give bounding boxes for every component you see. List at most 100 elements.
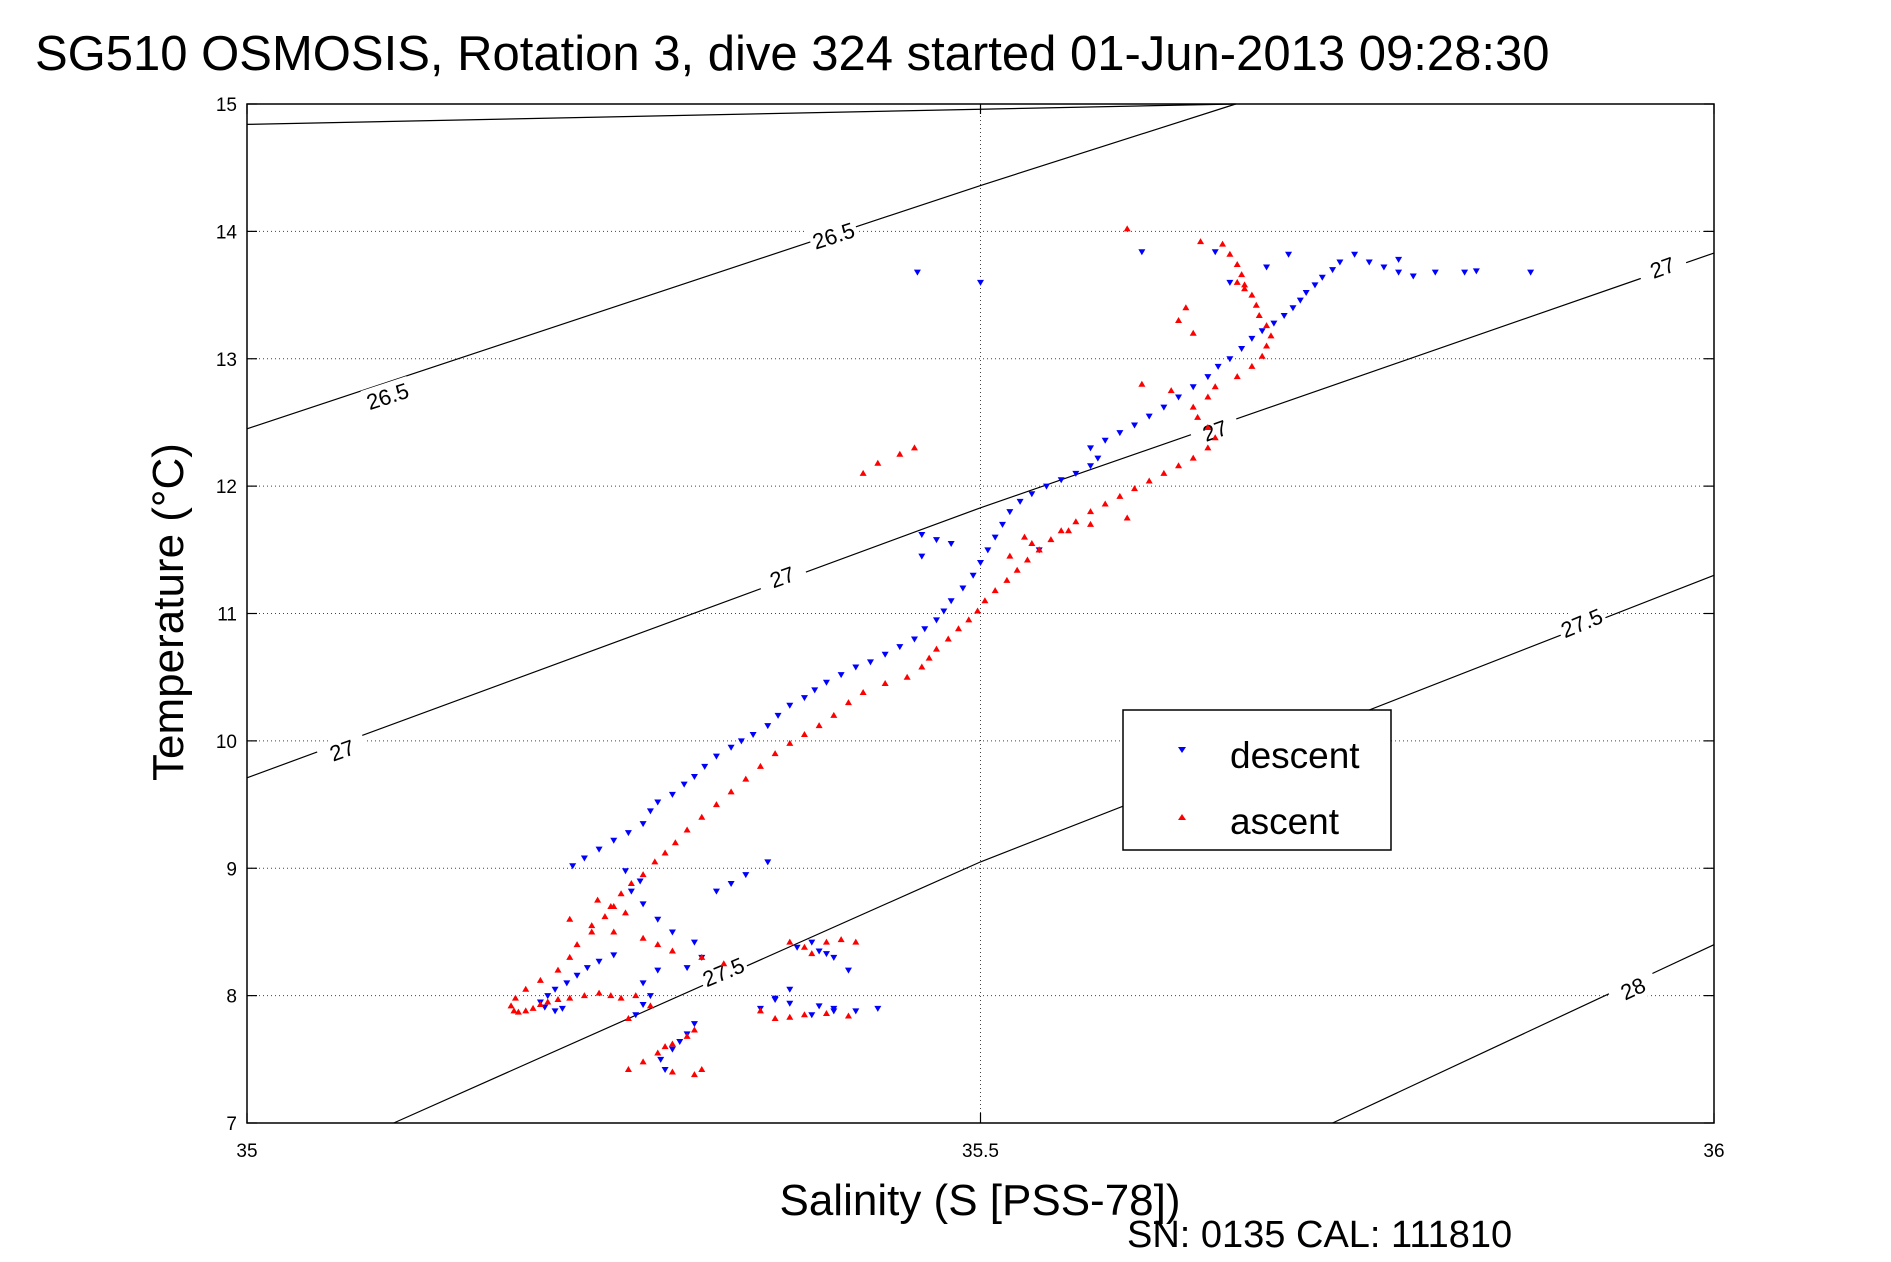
data-point-descent — [793, 944, 801, 951]
data-point-ascent — [800, 943, 808, 950]
data-point-ascent — [1258, 352, 1266, 359]
data-point-ascent — [1189, 329, 1197, 336]
x-axis-label: Salinity (S [PSS-78]) — [779, 1176, 1180, 1225]
data-point-descent — [639, 821, 647, 828]
data-point-descent — [1263, 264, 1271, 271]
data-point-descent — [701, 763, 709, 770]
data-point-descent — [771, 996, 779, 1003]
data-point-ascent — [1204, 424, 1212, 431]
data-point-ascent — [510, 1007, 518, 1014]
data-point-ascent — [1006, 552, 1014, 559]
data-point-ascent — [522, 1007, 530, 1014]
data-point-descent — [1461, 269, 1469, 276]
data-point-ascent — [944, 635, 952, 642]
legend-label-ascent: ascent — [1230, 801, 1340, 842]
data-point-descent — [657, 1056, 665, 1063]
data-point-ascent — [771, 750, 779, 757]
data-point-descent — [569, 863, 577, 870]
data-point-ascent — [932, 645, 940, 652]
data-point-ascent — [1160, 469, 1168, 476]
data-point-descent — [1329, 267, 1337, 274]
data-point-ascent — [965, 616, 973, 623]
data-point-descent — [910, 636, 918, 643]
data-point-descent — [1072, 470, 1080, 477]
data-point-ascent — [925, 654, 933, 661]
data-point-descent — [668, 929, 676, 936]
data-point-ascent — [1189, 403, 1197, 410]
data-point-descent — [621, 868, 629, 875]
data-point-descent — [1057, 477, 1065, 484]
data-point-ascent — [830, 711, 838, 718]
data-point-ascent — [1211, 383, 1219, 390]
data-point-ascent — [1035, 546, 1043, 553]
data-point-ascent — [1021, 533, 1029, 540]
data-point-ascent — [1116, 492, 1124, 499]
data-point-descent — [977, 560, 984, 567]
data-point-ascent — [698, 813, 706, 820]
data-point-descent — [624, 830, 632, 837]
data-point-ascent — [607, 992, 615, 999]
data-point-descent — [668, 791, 676, 798]
data-point-ascent — [632, 992, 640, 999]
data-point-ascent — [974, 607, 982, 614]
contour-label-bg — [755, 556, 810, 598]
data-point-ascent — [661, 1043, 669, 1050]
data-point-descent — [712, 888, 720, 895]
data-point-ascent — [1072, 518, 1080, 525]
data-point-descent — [727, 881, 735, 888]
legend: descent ascent — [1122, 709, 1392, 851]
data-point-ascent — [1101, 500, 1109, 507]
data-point-ascent — [1248, 291, 1256, 298]
data-point-descent — [786, 1000, 794, 1007]
data-point-ascent — [601, 913, 609, 920]
contour-line-27 — [246, 252, 1715, 779]
data-point-descent — [1311, 282, 1319, 289]
data-point-descent — [610, 952, 618, 959]
data-point-ascent — [1057, 527, 1065, 534]
data-point-descent — [595, 846, 603, 853]
data-point-ascent — [1175, 317, 1183, 324]
y-tick-label: 15 — [216, 95, 237, 116]
data-point-ascent — [954, 625, 962, 632]
data-point-ascent — [651, 858, 659, 865]
data-point-ascent — [617, 890, 625, 897]
data-point-descent — [573, 972, 581, 979]
data-point-descent — [969, 572, 977, 579]
series-descent — [536, 249, 1535, 1074]
data-point-descent — [1336, 259, 1344, 266]
data-point-descent — [668, 1046, 676, 1053]
data-point-descent — [727, 744, 735, 751]
data-point-ascent — [1189, 454, 1197, 461]
data-point-ascent — [529, 1004, 537, 1011]
data-point-ascent — [786, 1013, 794, 1020]
contour-line-26.5 — [246, 103, 1236, 125]
data-point-descent — [977, 279, 984, 286]
data-point-ascent — [991, 587, 999, 594]
data-point-ascent — [815, 722, 823, 729]
data-point-descent — [737, 738, 745, 745]
data-point-descent — [866, 659, 874, 666]
data-point-ascent — [1013, 566, 1021, 573]
data-point-descent — [742, 872, 750, 879]
legend-marker-descent — [1178, 747, 1186, 753]
data-point-ascent — [1175, 462, 1183, 469]
data-point-ascent — [720, 960, 728, 967]
data-point-descent — [690, 1021, 698, 1028]
data-point-ascent — [786, 938, 794, 945]
data-point-descent — [1087, 463, 1095, 470]
axis-ticks — [246, 103, 1715, 1124]
data-point-ascent — [918, 663, 926, 670]
data-point-ascent — [595, 989, 603, 996]
data-point-ascent — [607, 902, 615, 909]
data-point-ascent — [646, 1002, 654, 1009]
data-point-ascent — [594, 896, 602, 903]
data-point-descent — [874, 1005, 882, 1012]
data-point-ascent — [1252, 301, 1260, 308]
data-point-ascent — [698, 953, 706, 960]
data-point-descent — [1006, 509, 1014, 516]
data-point-descent — [800, 695, 808, 702]
data-point-descent — [646, 993, 654, 1000]
data-point-descent — [947, 598, 955, 605]
chart-title: SG510 OSMOSIS, Rotation 3, dive 324 star… — [35, 27, 1549, 81]
